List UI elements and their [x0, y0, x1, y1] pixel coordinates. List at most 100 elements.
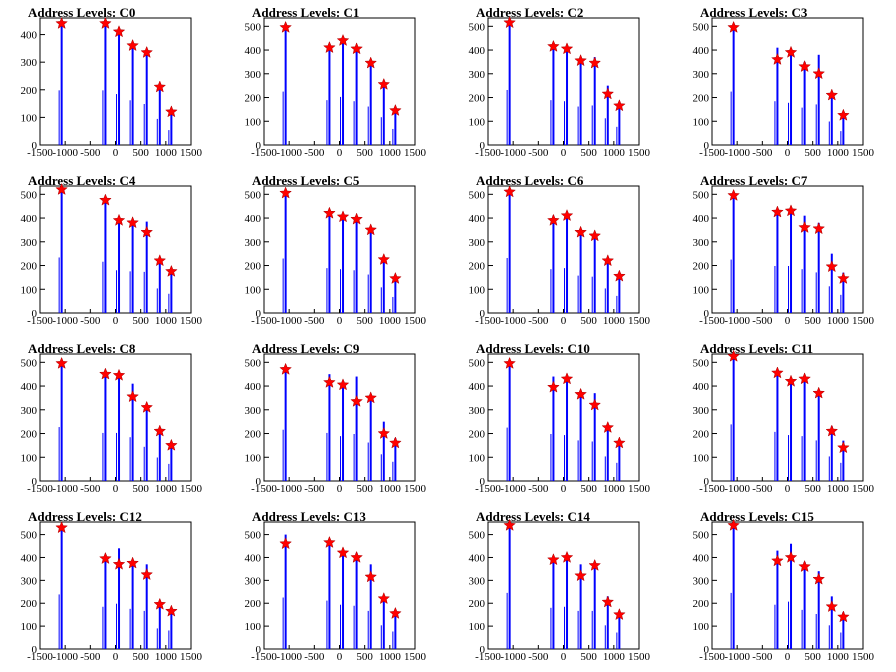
y-tick-label: 500 [693, 530, 710, 542]
bar [394, 277, 397, 313]
peak-marker [771, 554, 784, 567]
bar [394, 109, 397, 145]
bar [367, 106, 369, 145]
bar [830, 596, 833, 649]
peak-marker [503, 185, 516, 198]
bar [801, 436, 803, 481]
y-tick-label: 100 [21, 112, 38, 124]
x-tick-label: -1500 [251, 651, 277, 663]
peak-marker [547, 380, 560, 393]
bar [104, 199, 107, 313]
bar [788, 601, 790, 649]
bar [815, 104, 817, 145]
bar [830, 92, 833, 145]
bar [143, 271, 145, 313]
x-tick-label: 1500 [180, 147, 203, 159]
x-tick-label: -500 [528, 147, 549, 159]
bar [593, 57, 596, 145]
x-tick-label: -500 [752, 147, 773, 159]
y-tick-label: 0 [704, 140, 710, 152]
x-tick-label: -1000 [276, 315, 302, 327]
chart-title: Address Levels: C14 [476, 509, 590, 524]
bar [129, 271, 131, 313]
y-tick-label: 100 [21, 621, 38, 633]
peak-marker [389, 271, 402, 284]
peak-marker [613, 269, 626, 282]
x-tick-label: 0 [113, 315, 119, 327]
bar [550, 433, 552, 481]
y-tick-label: 0 [480, 476, 486, 488]
y-tick-label: 100 [245, 621, 262, 633]
chart-title: Address Levels: C6 [476, 173, 584, 188]
bar [326, 432, 328, 481]
bar [129, 608, 131, 649]
peak-marker [613, 608, 626, 621]
y-tick-label: 400 [693, 45, 710, 57]
bar [618, 275, 621, 313]
bar [118, 374, 121, 481]
bar [102, 432, 104, 481]
x-tick-label: 1500 [180, 651, 203, 663]
peak-marker [784, 374, 798, 387]
x-tick-label: 1000 [827, 483, 850, 495]
peak-marker [389, 606, 402, 619]
peak-marker [377, 592, 391, 605]
peak-marker [350, 394, 363, 407]
chart-title: Address Levels: C0 [28, 5, 135, 20]
bar [382, 83, 385, 145]
peak-marker [279, 362, 292, 375]
peak-marker [812, 386, 826, 399]
bar [550, 269, 552, 313]
plot-frame [263, 17, 416, 146]
bar [577, 106, 579, 145]
peak-marker [771, 366, 784, 379]
bar [566, 378, 569, 481]
bar [156, 288, 158, 313]
y-tick-label: 100 [21, 284, 38, 296]
x-tick-label: 500 [580, 315, 597, 327]
bar [394, 610, 397, 649]
peak-marker [784, 550, 798, 563]
peak-marker [323, 41, 336, 54]
bar [102, 90, 104, 145]
bar [58, 427, 60, 481]
peak-marker [126, 390, 139, 403]
bar [170, 443, 173, 481]
bar [566, 47, 569, 145]
chart-panel: Address Levels: C21002003004005000-1500-… [469, 5, 651, 159]
y-tick-label: 200 [245, 261, 262, 273]
peak-marker [560, 42, 574, 55]
y-tick-label: 0 [32, 308, 38, 320]
bar [842, 272, 845, 313]
x-tick-label: -1000 [52, 315, 78, 327]
bar [604, 118, 606, 145]
x-tick-label: 1000 [155, 651, 178, 663]
bar [604, 456, 606, 481]
bar [168, 293, 170, 313]
bar [282, 597, 284, 649]
x-tick-label: 1000 [827, 147, 850, 159]
x-tick-label: 500 [132, 651, 149, 663]
peak-marker [336, 546, 350, 559]
peak-marker [798, 60, 811, 73]
x-tick-label: -1500 [699, 483, 725, 495]
y-tick-label: 100 [21, 452, 38, 464]
x-tick-label: -1000 [724, 315, 750, 327]
chart-panel: Address Levels: C11002003004005000-1500-… [245, 5, 427, 159]
y-tick-label: 300 [469, 405, 486, 417]
x-tick-label: -500 [80, 483, 101, 495]
y-tick-label: 100 [245, 284, 262, 296]
y-tick-label: 300 [21, 57, 38, 69]
bar [367, 274, 369, 313]
bar [801, 107, 803, 145]
y-tick-label: 200 [21, 598, 38, 610]
bar [392, 296, 394, 313]
bar [774, 431, 776, 481]
y-tick-label: 500 [693, 21, 710, 33]
plot-frame [39, 17, 192, 146]
y-tick-label: 100 [469, 284, 486, 296]
bar [104, 555, 107, 649]
bar [143, 104, 145, 145]
peak-marker [279, 20, 292, 33]
x-tick-label: 0 [337, 315, 343, 327]
